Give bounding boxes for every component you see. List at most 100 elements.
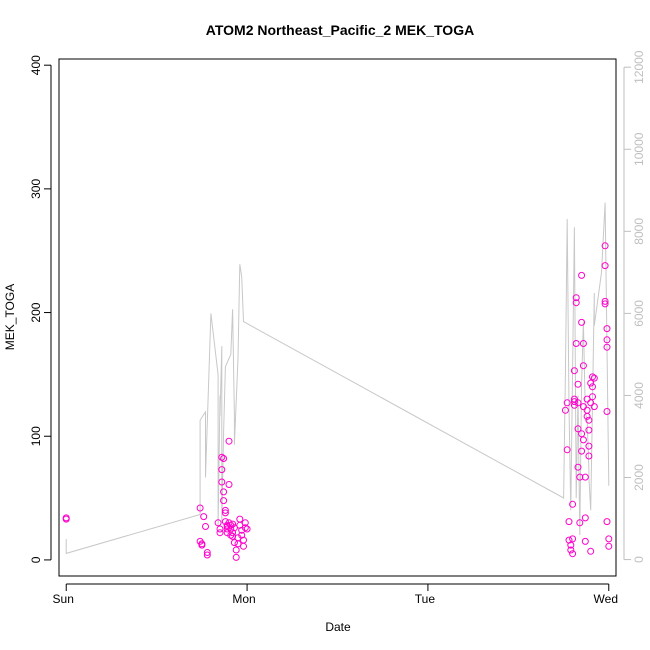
y2-tick-label: 2000 bbox=[632, 464, 646, 491]
data-point bbox=[563, 446, 571, 454]
data-point bbox=[229, 529, 237, 537]
data-point bbox=[216, 529, 224, 537]
data-point bbox=[583, 412, 591, 420]
x-axis-label: Date bbox=[325, 620, 351, 634]
data-point bbox=[601, 242, 609, 250]
data-point bbox=[601, 262, 609, 270]
data-point bbox=[585, 452, 593, 460]
data-point bbox=[590, 403, 598, 411]
y-tick-label: 200 bbox=[29, 302, 43, 322]
data-point bbox=[589, 393, 596, 401]
data-point bbox=[238, 531, 246, 539]
data-point bbox=[572, 340, 580, 347]
data-point bbox=[579, 403, 587, 411]
data-point bbox=[589, 373, 596, 381]
data-point bbox=[578, 447, 586, 455]
y-tick-label: 100 bbox=[29, 426, 43, 446]
data-point bbox=[232, 546, 240, 554]
data-point bbox=[234, 540, 242, 548]
data-point bbox=[218, 453, 226, 461]
data-point bbox=[579, 362, 587, 370]
data-point bbox=[203, 551, 211, 559]
y2-tick-label: 10000 bbox=[632, 132, 646, 166]
data-point bbox=[241, 524, 249, 532]
data-point bbox=[241, 519, 249, 527]
x-tick-label: Mon bbox=[232, 592, 255, 606]
data-point bbox=[203, 549, 211, 556]
data-point bbox=[569, 500, 577, 508]
data-point bbox=[581, 473, 589, 481]
data-point bbox=[225, 481, 233, 488]
x-tick-label: Tue bbox=[415, 592, 436, 606]
data-point bbox=[230, 539, 238, 547]
data-point bbox=[243, 525, 251, 533]
altitude-line bbox=[65, 202, 610, 555]
data-point bbox=[578, 430, 586, 438]
data-point bbox=[236, 515, 244, 523]
data-point bbox=[221, 518, 229, 526]
y2-tick-label: 6000 bbox=[632, 300, 646, 327]
data-point bbox=[223, 525, 231, 533]
y2-tick-label: 12000 bbox=[632, 50, 646, 84]
data-point bbox=[200, 513, 208, 521]
y-tick-label: 0 bbox=[29, 556, 43, 563]
data-point bbox=[229, 520, 237, 528]
y2-tick-label: 8000 bbox=[632, 218, 646, 245]
y-axis-label: MEK_TOGA bbox=[3, 284, 17, 350]
y2-tick-label: 4000 bbox=[632, 382, 646, 409]
data-point bbox=[587, 379, 595, 387]
data-point bbox=[585, 426, 593, 434]
data-point bbox=[579, 436, 587, 444]
data-point bbox=[221, 506, 229, 514]
data-point bbox=[581, 514, 589, 522]
data-point bbox=[572, 299, 580, 307]
data-point bbox=[574, 463, 582, 471]
data-point bbox=[214, 519, 222, 527]
altitude-line-layer bbox=[65, 202, 610, 555]
y-axis-left: 0 100 200 300 400 bbox=[29, 55, 52, 563]
data-point bbox=[590, 374, 598, 382]
data-point bbox=[587, 399, 595, 407]
data-point bbox=[574, 425, 582, 433]
data-point bbox=[220, 488, 228, 496]
data-point bbox=[574, 380, 582, 388]
y2-tick-label: 0 bbox=[632, 556, 646, 563]
data-point bbox=[196, 504, 204, 512]
data-point bbox=[576, 519, 584, 527]
y-tick-label: 300 bbox=[29, 179, 43, 199]
data-point bbox=[603, 518, 611, 526]
data-point bbox=[567, 546, 575, 554]
points-layer bbox=[62, 242, 613, 561]
data-point bbox=[603, 343, 611, 351]
data-point bbox=[218, 478, 226, 486]
data-point bbox=[221, 509, 229, 517]
data-point bbox=[216, 525, 224, 533]
data-point bbox=[570, 398, 578, 406]
plot-frame bbox=[58, 58, 617, 577]
data-point bbox=[572, 294, 580, 302]
data-point bbox=[563, 399, 571, 407]
data-point bbox=[601, 297, 609, 305]
data-point bbox=[569, 550, 577, 558]
data-point bbox=[62, 514, 70, 522]
data-point bbox=[587, 547, 595, 555]
data-point bbox=[240, 542, 247, 550]
data-point bbox=[585, 442, 593, 450]
data-point bbox=[202, 523, 209, 530]
data-point bbox=[585, 416, 593, 424]
y-tick-label: 400 bbox=[29, 55, 43, 75]
data-point bbox=[565, 518, 573, 526]
data-point bbox=[578, 318, 586, 326]
chart-title: ATOM2 Northeast_Pacific_2 MEK_TOGA bbox=[206, 22, 474, 38]
data-point bbox=[578, 271, 586, 279]
x-axis: Sun Mon Tue Wed bbox=[53, 583, 618, 606]
data-point bbox=[581, 537, 589, 545]
x-tick-label: Wed bbox=[594, 592, 618, 606]
data-point bbox=[218, 466, 226, 474]
data-point bbox=[225, 437, 233, 445]
data-point bbox=[605, 542, 613, 550]
data-point bbox=[232, 553, 240, 561]
data-point bbox=[220, 497, 228, 505]
data-point bbox=[603, 325, 611, 333]
